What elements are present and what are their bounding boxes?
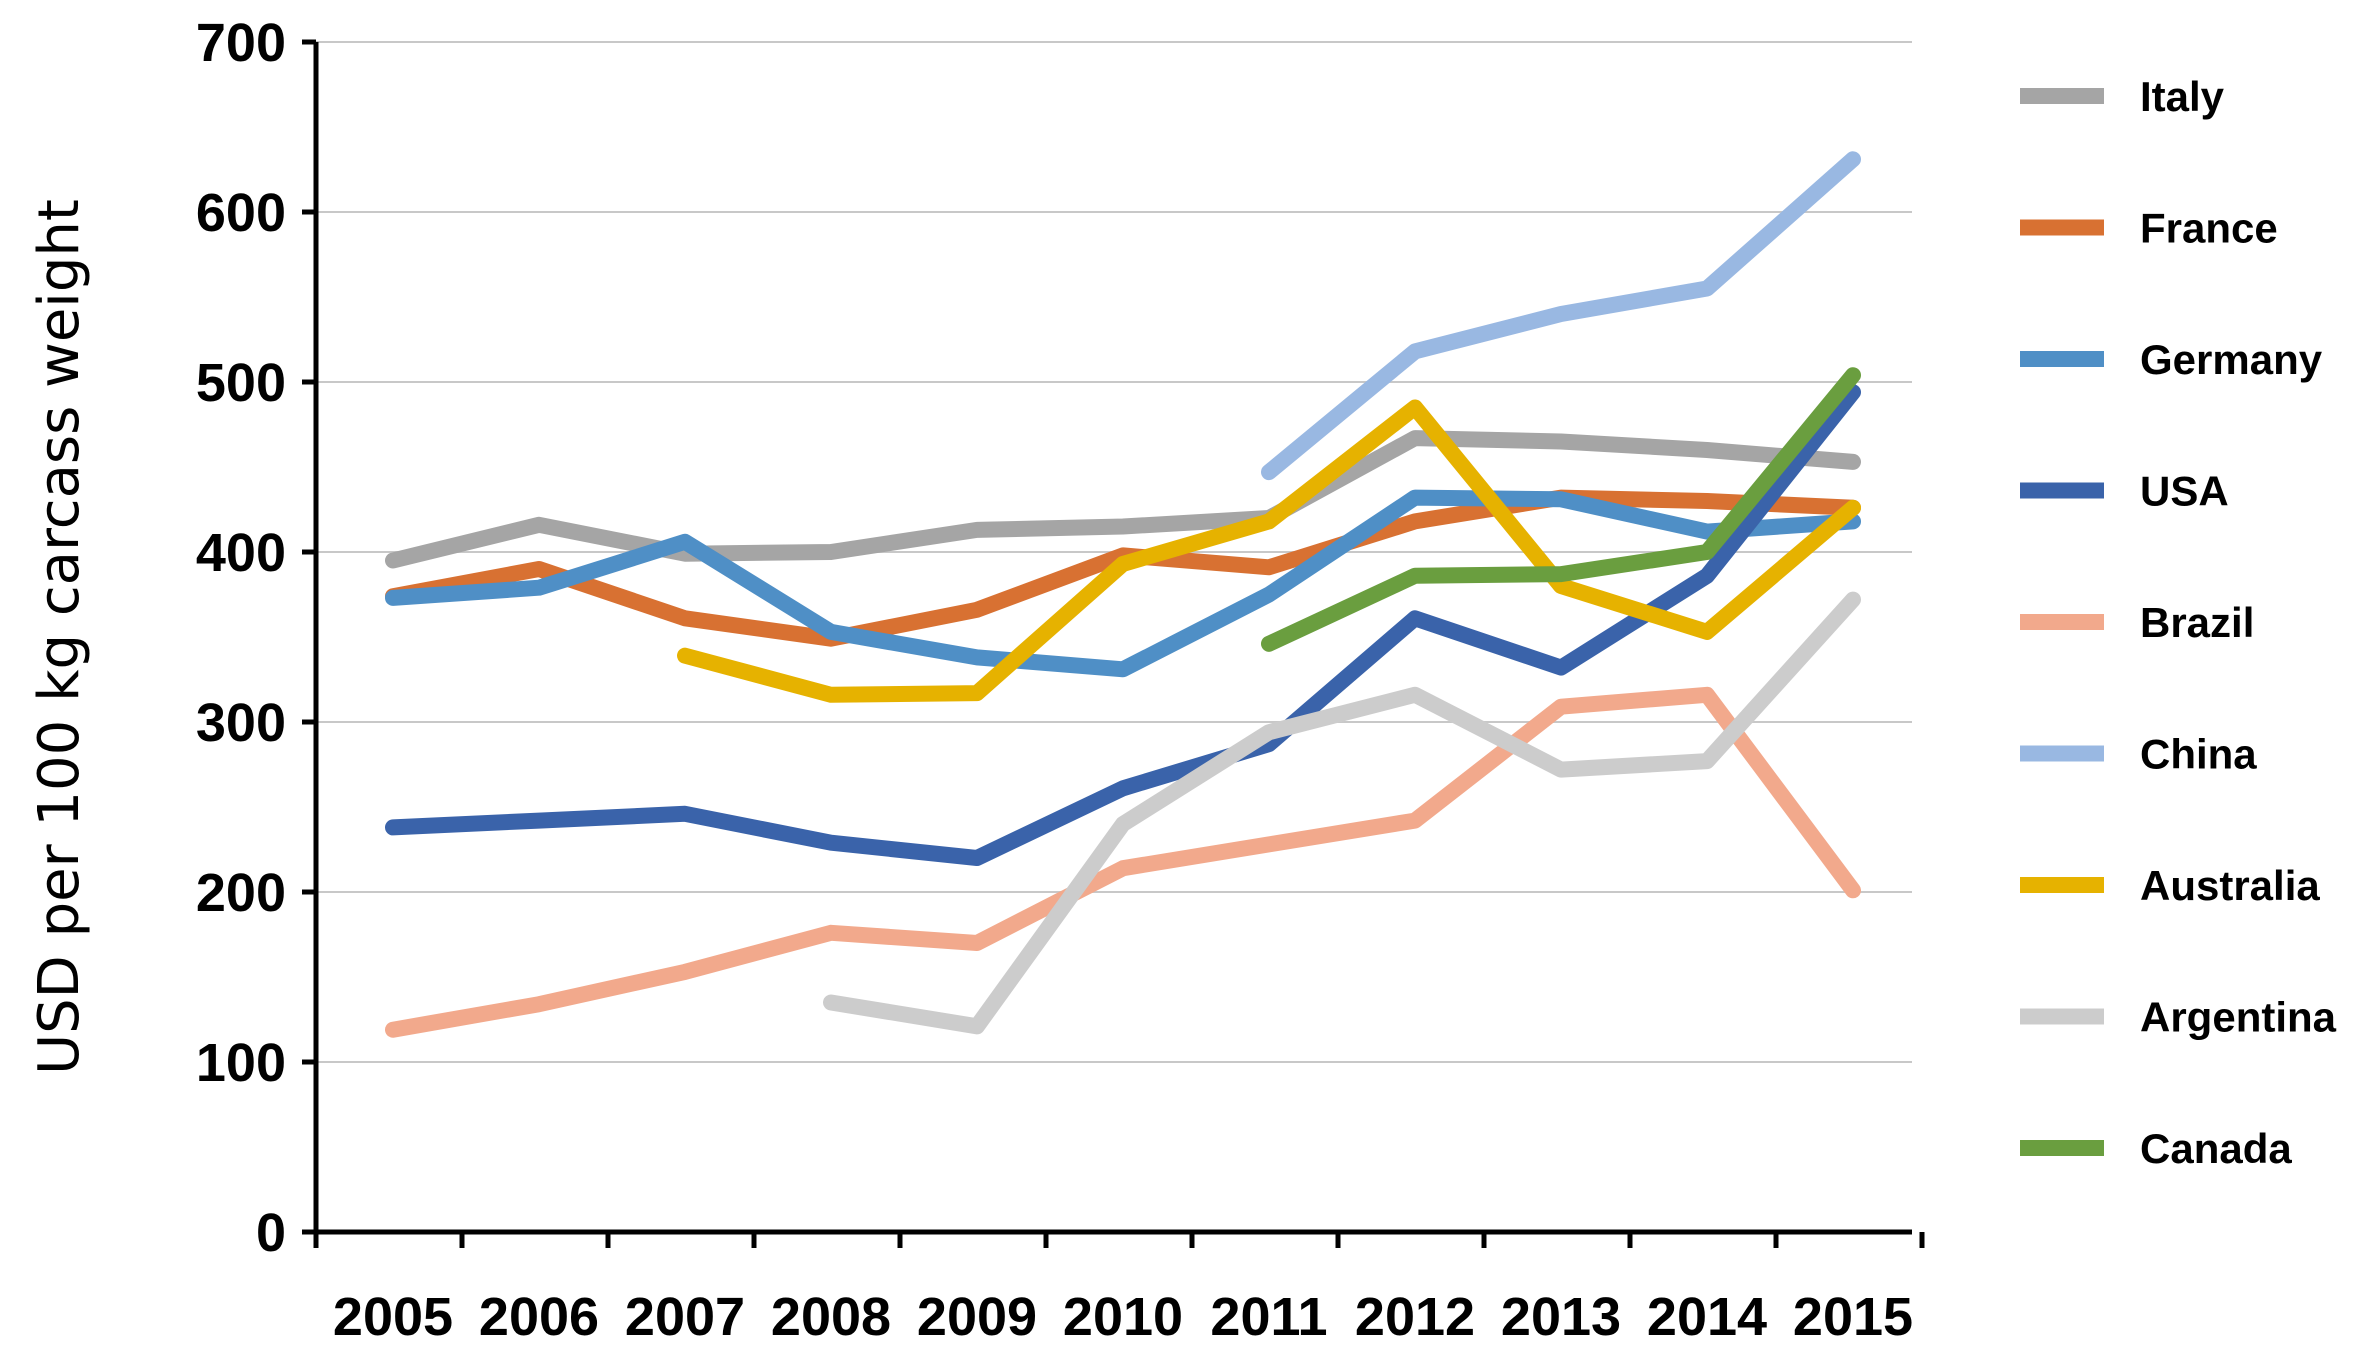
- series-line-china: [1261, 151, 1861, 481]
- legend: Italy France Germany USA Brazil China Australi…: [2020, 73, 2337, 1172]
- series-line-canada: [1261, 367, 1861, 652]
- y-tick-label: 300: [196, 693, 286, 753]
- x-tick-label: 2014: [1647, 1287, 1767, 1347]
- x-tick-label: 2009: [917, 1287, 1037, 1347]
- series-line-australia: [677, 399, 1861, 703]
- y-tick-label: 600: [196, 183, 286, 243]
- y-tick-label: 700: [196, 13, 286, 73]
- legend-label: Italy: [2140, 73, 2225, 120]
- legend-label: Argentina: [2140, 994, 2337, 1041]
- series-line-italy: [385, 430, 1861, 569]
- legend-label: USA: [2140, 468, 2229, 515]
- x-tick-label: 2007: [625, 1287, 745, 1347]
- legend-label: Australia: [2140, 862, 2320, 909]
- legend-label: China: [2140, 731, 2257, 778]
- x-tick-label: 2011: [1210, 1287, 1327, 1347]
- axes: [302, 39, 1925, 1248]
- x-tick-labels: 2005 2006 2007 2008 2009 2010 2011 2012 2013 2014…: [333, 1287, 1913, 1347]
- series-line-argentina: [823, 591, 1861, 1035]
- series-line-germany: [385, 489, 1861, 678]
- x-tick-label: 2008: [771, 1287, 891, 1347]
- grid-lines: [316, 41, 1912, 1063]
- x-tick-label: 2012: [1355, 1287, 1475, 1347]
- x-tick-label: 2015: [1793, 1287, 1913, 1347]
- x-tick-label: 2013: [1501, 1287, 1621, 1347]
- y-tick-label: 0: [256, 1203, 286, 1263]
- series-line-france: [385, 489, 1861, 647]
- series-line-brazil: [385, 686, 1861, 1038]
- legend-label: Brazil: [2140, 599, 2254, 646]
- series-lines: [385, 151, 1861, 1038]
- x-tick-label: 2006: [479, 1287, 599, 1347]
- y-tick-label: 400: [196, 523, 286, 583]
- x-tick-label: 2005: [333, 1287, 453, 1347]
- y-tick-label: 100: [196, 1033, 286, 1093]
- y-tick-labels: 0 100 200 300 400 500 600 700: [196, 13, 286, 1263]
- x-tick-label: 2010: [1063, 1287, 1183, 1347]
- legend-label: France: [2140, 205, 2278, 252]
- y-tick-label: 500: [196, 353, 286, 413]
- y-tick-label: 200: [196, 863, 286, 923]
- legend-label: Canada: [2140, 1125, 2292, 1172]
- series-line-usa: [385, 384, 1861, 866]
- y-axis-label: USD per 100 kg carcass weight: [27, 199, 92, 1075]
- legend-label: Germany: [2140, 336, 2323, 383]
